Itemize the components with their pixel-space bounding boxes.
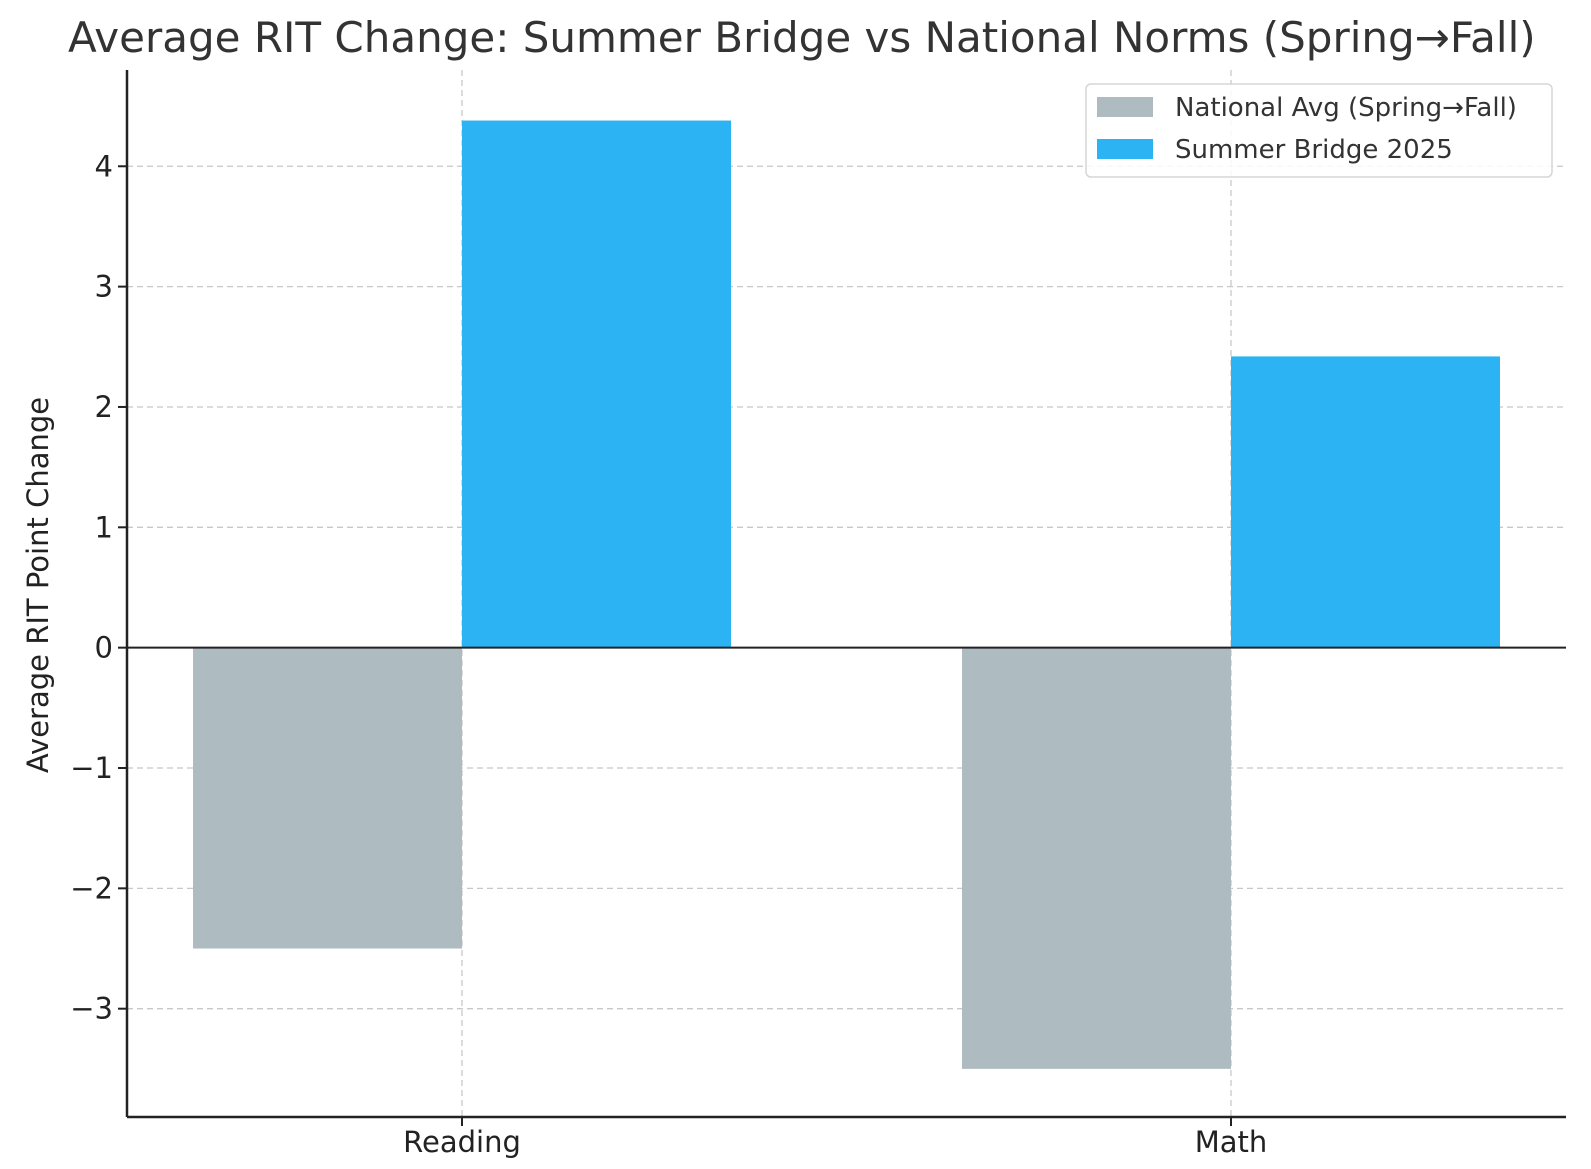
y-tick-label: 2 (95, 390, 113, 424)
y-axis-label: Average RIT Point Change (21, 397, 55, 773)
chart-title: Average RIT Change: Summer Bridge vs Nat… (68, 13, 1536, 62)
y-tick-label: 4 (95, 149, 113, 183)
legend-label-national-avg: National Avg (Spring→Fall) (1175, 93, 1517, 123)
legend-swatch-national-avg (1097, 97, 1153, 117)
y-tick-label: −1 (70, 751, 113, 785)
y-tick-label: 0 (95, 631, 113, 665)
bar-summer-bridge-reading (462, 120, 731, 648)
x-tick-label: Reading (403, 1125, 521, 1159)
legend: National Avg (Spring→Fall) Summer Bridge… (1085, 83, 1553, 178)
legend-label-summer-bridge: Summer Bridge 2025 (1175, 135, 1453, 165)
bar-national-avg-math (962, 647, 1231, 1069)
x-axis-ticks: Reading Math (403, 1117, 1267, 1159)
y-axis-ticks: 4 3 2 1 0 −1 −2 −3 (70, 149, 127, 1026)
legend-swatch-summer-bridge (1097, 139, 1153, 159)
y-tick-label: 3 (95, 270, 113, 304)
y-tick-label: −2 (70, 871, 113, 905)
x-tick-label: Math (1195, 1125, 1268, 1159)
bars (193, 120, 1500, 1069)
y-tick-label: 1 (95, 510, 113, 544)
y-tick-label: −3 (70, 992, 113, 1026)
bar-national-avg-reading (193, 647, 462, 949)
bar-summer-bridge-math (1231, 356, 1500, 648)
legend-box (1085, 83, 1553, 178)
